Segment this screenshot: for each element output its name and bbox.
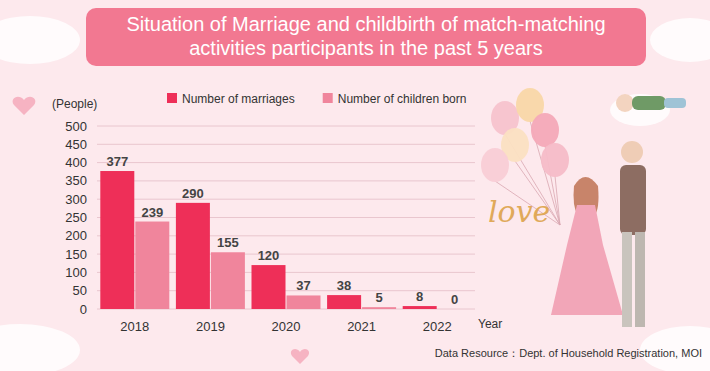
grid-line <box>97 126 475 127</box>
grid-line <box>97 199 475 200</box>
bar <box>287 295 321 309</box>
cloud <box>0 324 80 371</box>
balloon <box>481 148 509 182</box>
cloud <box>0 16 80 64</box>
data-label: 290 <box>182 186 204 201</box>
figure-dress <box>551 205 623 315</box>
legend-label: Number of children born <box>338 92 467 106</box>
data-label: 120 <box>258 248 280 263</box>
y-tick-label: 50 <box>73 283 87 298</box>
grid-line <box>97 144 475 145</box>
balloon <box>541 143 569 177</box>
annotation: love <box>488 194 550 229</box>
bar <box>362 307 396 309</box>
source: Data Resource：Dept. of Household Registr… <box>435 347 702 359</box>
figure-head <box>621 141 643 163</box>
y-tick-label: 150 <box>65 247 87 262</box>
legend-swatch <box>323 93 333 103</box>
grid-line <box>97 180 475 181</box>
title: Situation of Marriage and childbirth of … <box>126 13 605 59</box>
heart <box>291 349 309 364</box>
grid-line <box>97 162 475 163</box>
cloud <box>650 18 710 62</box>
y-tick-label: 100 <box>65 265 87 280</box>
figure-body <box>632 96 666 110</box>
background <box>0 0 710 371</box>
figure-leg <box>635 232 645 327</box>
bar <box>327 295 361 309</box>
balloon-string <box>555 176 560 225</box>
data-label: 377 <box>106 154 128 169</box>
figure-body <box>620 165 646 235</box>
y-tick-label: 250 <box>65 210 87 225</box>
y-tick-label: 200 <box>65 228 87 243</box>
bar <box>403 306 437 309</box>
data-label: 8 <box>416 289 423 304</box>
heart <box>13 97 36 115</box>
data-label: 239 <box>141 205 163 220</box>
bar <box>211 252 245 309</box>
bar <box>176 203 210 309</box>
data-label: 38 <box>337 278 351 293</box>
y-tick-label: 400 <box>65 155 87 170</box>
y-tick-label: 450 <box>65 137 87 152</box>
figure-head <box>616 94 634 112</box>
legend-label: Number of marriages <box>182 92 295 106</box>
data-label: 37 <box>296 278 310 293</box>
bar <box>438 309 472 310</box>
bar <box>100 171 134 309</box>
balloon <box>531 113 559 147</box>
y-tick-label: 300 <box>65 192 87 207</box>
x-tick-label: 2021 <box>347 319 376 334</box>
data-label: 155 <box>217 235 239 250</box>
data-label: 5 <box>375 290 382 305</box>
x-tick-label: 2020 <box>272 319 301 334</box>
x-tick-label: 2019 <box>196 319 225 334</box>
figure-leg <box>664 98 686 108</box>
y-tick-label: 500 <box>65 119 87 134</box>
legend-swatch <box>167 93 177 103</box>
y-tick-label: 350 <box>65 173 87 188</box>
title-box <box>86 8 646 66</box>
y-tick-label: 0 <box>80 302 87 317</box>
figure-leg <box>622 232 632 327</box>
cloud <box>610 94 670 126</box>
bars <box>100 171 436 309</box>
bar <box>252 265 286 309</box>
y-axis-label: (People) <box>52 97 97 111</box>
x-tick-label: 2018 <box>120 319 149 334</box>
data-label: 0 <box>451 292 458 307</box>
x-tick-label: 2022 <box>423 319 452 334</box>
x-axis-label: Year <box>478 317 502 331</box>
bar <box>135 222 169 309</box>
